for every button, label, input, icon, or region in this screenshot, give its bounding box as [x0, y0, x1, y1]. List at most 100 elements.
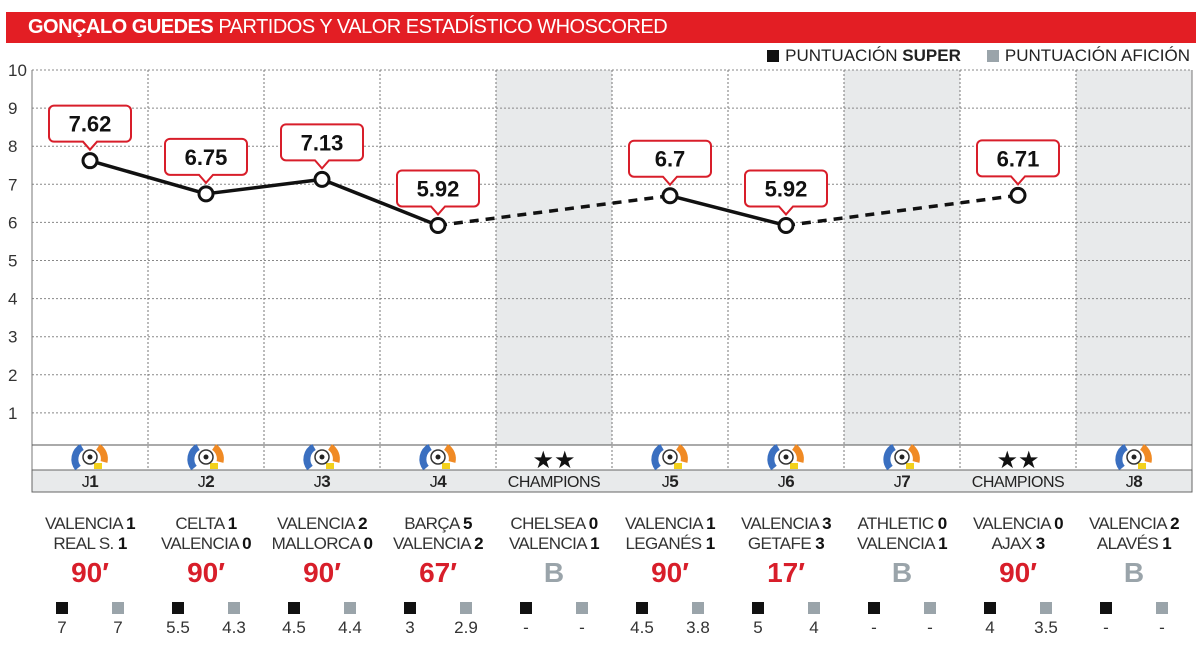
match-home: BARÇA 5: [404, 514, 472, 533]
super-score: 4.5: [279, 602, 309, 638]
match-home: VALENCIA 2: [1088, 514, 1180, 533]
laliga-logo-icon: [906, 463, 914, 469]
match-away: VALENCIA 1: [856, 534, 948, 553]
match-column: VALENCIA 3 GETAFE 3 17′ 5 4: [728, 514, 844, 638]
match-home: VALENCIA 1: [624, 514, 716, 533]
match-home: VALENCIA 0: [972, 514, 1064, 533]
aficion-score: 3.8: [683, 602, 713, 638]
laliga-logo-icon: [419, 443, 433, 471]
super-swatch: [636, 602, 648, 614]
aficion-score: 3.5: [1031, 602, 1061, 638]
super-swatch: [752, 602, 764, 614]
super-score: 5: [743, 602, 773, 638]
y-tick-label: 9: [8, 99, 17, 118]
match-away: REAL S. 1: [53, 534, 127, 553]
aficion-swatch: [986, 50, 999, 62]
y-tick-label: 10: [8, 61, 27, 80]
label-row: [31, 469, 1193, 493]
match-column: VALENCIA 1 LEGANÉS 1 90′ 4.5 3.8: [612, 514, 728, 638]
minutes-played: B: [891, 557, 913, 588]
laliga-logo-icon: [95, 444, 108, 463]
value-callout: [48, 104, 132, 152]
aficion-score: -: [1147, 602, 1177, 638]
category-label: J6: [778, 472, 795, 491]
aficion-score: -: [567, 602, 597, 638]
aficion-score: -: [915, 602, 945, 638]
laliga-logo-icon: [187, 443, 201, 471]
laliga-logo-icon: [674, 463, 682, 469]
data-point: [661, 187, 679, 205]
super-score: -: [1091, 602, 1121, 638]
minutes-played: 17′: [767, 557, 805, 588]
value-callout: [396, 169, 480, 216]
aficion-swatch: [344, 602, 356, 614]
laliga-logo-icon: [1138, 463, 1146, 469]
match-home: VALENCIA 1: [44, 514, 136, 533]
aficion-score: 2.9: [451, 602, 481, 638]
match-home: VALENCIA 2: [276, 514, 368, 533]
super-score: 5.5: [163, 602, 193, 638]
ball-icon: [899, 454, 905, 460]
ball-icon: [667, 454, 673, 460]
match-away: MALLORCA 0: [271, 534, 373, 553]
match-column: VALENCIA 2 ALAVÉS 1 B - -: [1076, 514, 1192, 638]
ball-icon: [1131, 454, 1137, 460]
minutes-played: 67′: [419, 557, 457, 588]
aficion-swatch: [576, 602, 588, 614]
super-swatch: [984, 602, 996, 614]
category-label: J1: [82, 472, 99, 491]
title-banner: GONÇALO GUEDES PARTIDOS Y VALOR ESTADÍST…: [6, 12, 1196, 43]
y-tick-label: 5: [8, 252, 17, 271]
aficion-score: 4: [799, 602, 829, 638]
laliga-logo-icon: [791, 444, 804, 463]
data-point: [777, 216, 795, 234]
champions-star-icon: ★★: [532, 447, 575, 474]
category-label: CHAMPIONS: [508, 474, 600, 491]
line-segment: [89, 158, 207, 196]
aficion-swatch: [460, 602, 472, 614]
laliga-logo-icon: [675, 444, 688, 463]
match-away: ALAVÉS 1: [1096, 534, 1172, 553]
ball-icon: [87, 454, 93, 460]
laliga-logo-icon: [883, 443, 897, 471]
laliga-logo-icon: [1115, 443, 1129, 471]
ball-icon: [783, 454, 789, 460]
ball-icon: [435, 454, 441, 460]
super-swatch: [1100, 602, 1112, 614]
y-tick-label: 4: [8, 290, 17, 309]
match-away: VALENCIA 1: [508, 534, 600, 553]
y-tick-label: 8: [8, 137, 17, 156]
laliga-logo-icon: [94, 463, 102, 469]
laliga-logo-icon: [790, 463, 798, 469]
aficion-swatch: [1156, 602, 1168, 614]
ball-icon: [203, 454, 209, 460]
match-column: VALENCIA 2 MALLORCA 0 90′ 4.5 4.4: [264, 514, 380, 638]
match-column: VALENCIA 1 REAL S. 1 90′ 7 7: [32, 514, 148, 638]
aficion-score: 4.4: [335, 602, 365, 638]
player-name: GONÇALO GUEDES: [28, 16, 214, 38]
super-swatch: [172, 602, 184, 614]
data-point: [313, 170, 331, 188]
legend: PUNTUACIÓN SUPER PUNTUACIÓN AFICIÓN: [767, 46, 1190, 66]
super-swatch: [767, 50, 780, 62]
y-tick-label: 2: [8, 366, 17, 385]
laliga-logo-icon: [327, 444, 340, 463]
match-column: ATHLETIC 0 VALENCIA 1 B - -: [844, 514, 960, 638]
ball-icon: [319, 454, 325, 460]
category-label: J8: [1126, 472, 1143, 491]
data-label: 7.13: [301, 130, 344, 155]
minutes-played: 90′: [999, 557, 1037, 588]
laliga-logo-icon: [1139, 444, 1152, 463]
aficion-swatch: [924, 602, 936, 614]
laliga-logo-icon: [443, 444, 456, 463]
aficion-score: 4.3: [219, 602, 249, 638]
minutes-played: 90′: [303, 557, 341, 588]
match-column: CHELSEA 0 VALENCIA 1 B - -: [496, 514, 612, 638]
shaded-column: [844, 70, 960, 445]
laliga-logo-icon: [767, 443, 781, 471]
laliga-logo-icon: [326, 463, 334, 469]
aficion-swatch: [808, 602, 820, 614]
legend-aficion: PUNTUACIÓN AFICIÓN: [1004, 46, 1190, 65]
aficion-score: 7: [103, 602, 133, 638]
